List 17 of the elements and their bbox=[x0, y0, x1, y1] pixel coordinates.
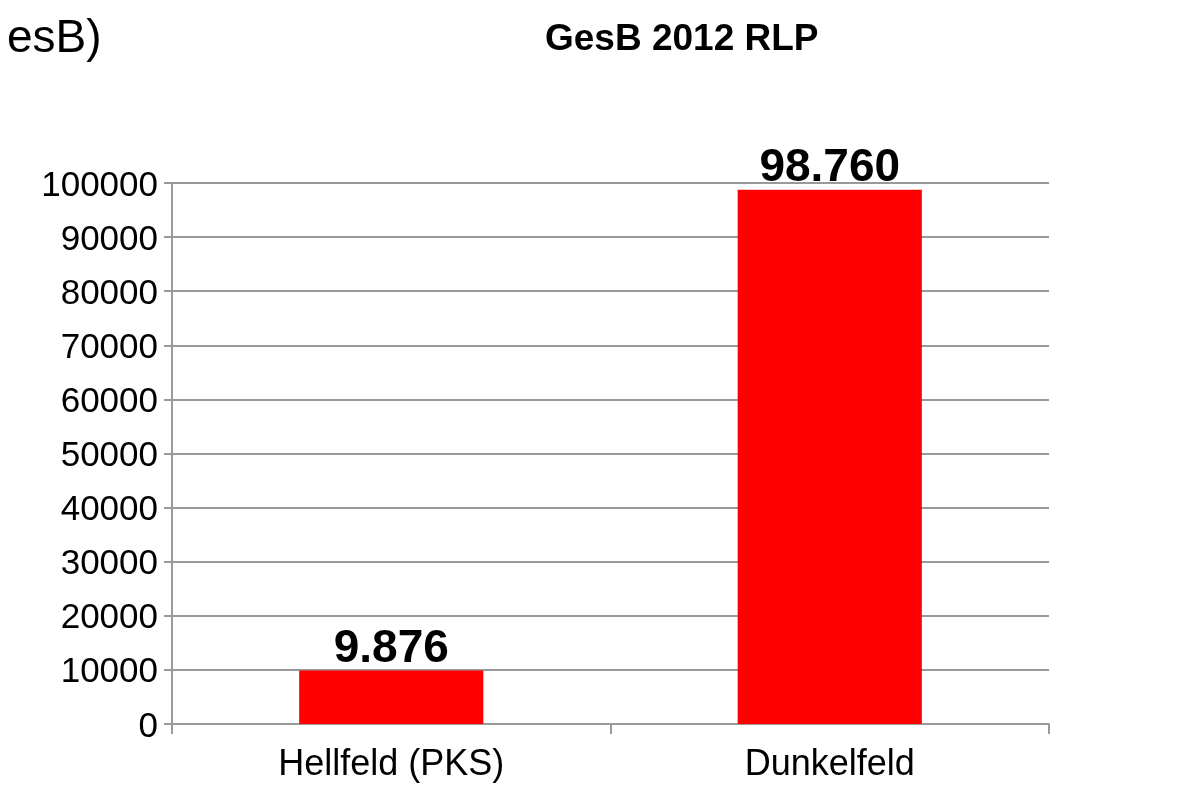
y-tick-label: 10000 bbox=[60, 650, 158, 690]
data-label: 98.760 bbox=[759, 138, 901, 191]
x-tick-label: Hellfeld (PKS) bbox=[278, 741, 505, 783]
y-tick-label: 80000 bbox=[60, 271, 158, 311]
y-tick-label: 30000 bbox=[60, 542, 158, 582]
y-tick-label: 20000 bbox=[60, 596, 158, 636]
text: esB) bbox=[7, 10, 102, 62]
chart-title: GesB 2012 RLP bbox=[545, 17, 819, 58]
x-tick-label: Dunkelfeld bbox=[744, 741, 915, 783]
y-tick-label: 0 bbox=[138, 704, 158, 744]
y-tick-label: 70000 bbox=[60, 325, 158, 365]
y-tick-label: 90000 bbox=[60, 217, 158, 257]
y-tick-label: 40000 bbox=[60, 488, 158, 528]
y-tick-label: 50000 bbox=[60, 434, 158, 473]
y-tick-label: 60000 bbox=[60, 379, 158, 419]
data-label: 9.876 bbox=[333, 619, 449, 672]
y-tick-label: 100000 bbox=[41, 163, 158, 203]
